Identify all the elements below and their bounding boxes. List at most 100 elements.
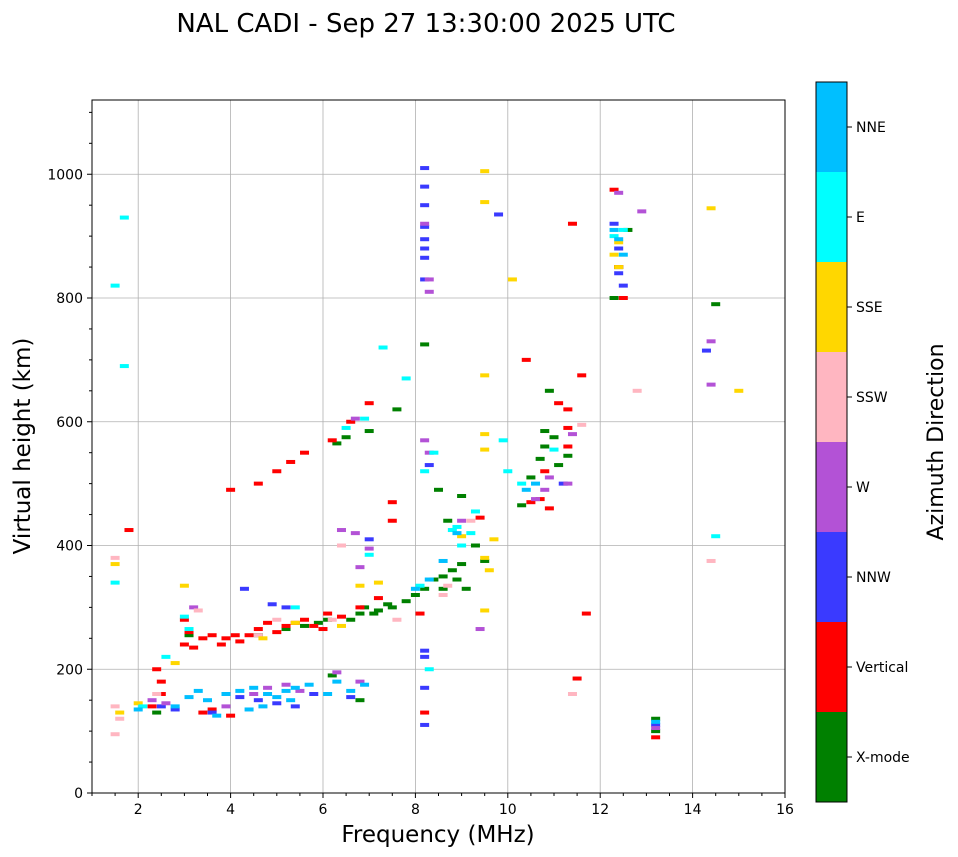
point-x-mode	[420, 586, 430, 591]
point-w	[281, 682, 291, 687]
point-w	[332, 670, 342, 675]
point-nnw	[207, 710, 217, 715]
point-vertical	[323, 611, 333, 616]
point-ssw	[466, 518, 476, 523]
colorbar-segment-w	[816, 442, 847, 532]
point-w	[336, 528, 346, 533]
point-sse	[336, 623, 346, 628]
point-ssw	[193, 608, 203, 613]
point-nnw	[494, 212, 504, 217]
point-nne	[651, 719, 661, 724]
point-x-mode	[651, 729, 661, 734]
point-e	[420, 469, 430, 474]
point-e	[290, 605, 300, 610]
point-w	[350, 531, 360, 536]
point-nne	[221, 692, 231, 696]
point-nne	[424, 577, 434, 582]
point-vertical	[540, 469, 550, 474]
point-e	[119, 215, 129, 220]
point-e	[184, 627, 194, 632]
point-ssw	[706, 558, 716, 563]
colorbar-label-x-mode: X-mode	[856, 750, 910, 766]
point-nne	[170, 704, 180, 709]
point-vertical	[124, 528, 134, 533]
point-x-mode	[383, 602, 393, 607]
point-nnw	[346, 695, 356, 700]
point-vertical	[535, 497, 545, 502]
point-ssw	[115, 716, 125, 721]
point-ssw	[152, 692, 162, 696]
point-vertical	[581, 611, 591, 616]
point-vertical	[554, 401, 564, 406]
point-x-mode	[711, 302, 721, 307]
x-tick-label: 4	[226, 802, 235, 818]
point-sse	[507, 277, 517, 282]
point-e	[360, 416, 370, 421]
point-x-mode	[281, 627, 291, 632]
point-nnw	[281, 605, 291, 610]
point-nnw	[267, 602, 277, 607]
point-x-mode	[438, 574, 448, 579]
point-vertical	[152, 667, 162, 672]
colorbar-label-ssw: SSW	[856, 390, 888, 406]
point-vertical	[226, 487, 236, 492]
point-vertical	[272, 630, 282, 635]
point-nne	[332, 679, 342, 684]
y-tick-label: 400	[56, 539, 83, 555]
point-vertical	[563, 444, 573, 449]
point-e	[110, 580, 120, 585]
point-nne	[286, 698, 296, 703]
point-vertical	[198, 710, 208, 715]
point-sse	[110, 562, 120, 567]
point-sse	[480, 447, 490, 452]
y-tick-label: 1000	[47, 167, 83, 183]
point-nnw	[156, 704, 166, 709]
point-w	[424, 277, 434, 282]
point-x-mode	[410, 593, 420, 597]
point-vertical	[156, 692, 166, 696]
point-x-mode	[332, 441, 342, 446]
point-w	[420, 221, 430, 226]
colorbar-label-e: E	[856, 210, 865, 226]
point-nne	[290, 685, 300, 690]
x-axis-label: Frequency (MHz)	[341, 822, 534, 848]
point-e	[138, 704, 148, 709]
point-x-mode	[401, 599, 411, 604]
point-x-mode	[346, 617, 356, 622]
point-x-mode	[526, 475, 536, 480]
point-vertical	[207, 707, 217, 712]
point-sse	[133, 701, 143, 706]
point-x-mode	[480, 558, 490, 563]
point-sse	[480, 200, 490, 205]
point-vertical	[572, 676, 582, 681]
point-x-mode	[373, 608, 383, 613]
point-x-mode	[535, 456, 545, 461]
point-vertical	[567, 221, 577, 226]
point-e	[498, 438, 508, 443]
point-sse	[480, 373, 490, 378]
point-sse	[115, 710, 125, 715]
colorbar-label-sse: SSE	[856, 300, 883, 316]
point-vertical	[244, 633, 254, 638]
point-nne	[203, 698, 212, 703]
point-x-mode	[341, 435, 351, 440]
grid-lines	[92, 100, 785, 793]
point-x-mode	[360, 605, 370, 610]
point-sse	[614, 240, 624, 245]
point-vertical	[281, 623, 291, 628]
point-nnw	[290, 704, 300, 709]
colorbar-segment-nnw	[816, 532, 847, 622]
point-nne	[235, 688, 245, 693]
point-x-mode	[517, 503, 527, 508]
point-vertical	[179, 642, 189, 647]
point-nne	[614, 237, 624, 242]
point-nne	[346, 688, 356, 693]
point-e	[711, 534, 721, 539]
x-tick-label: 12	[591, 802, 609, 818]
point-x-mode	[327, 673, 337, 678]
point-vertical	[355, 605, 365, 610]
point-vertical	[221, 636, 231, 641]
point-ssw	[577, 422, 587, 427]
point-w	[263, 685, 273, 690]
point-nne	[133, 707, 143, 712]
